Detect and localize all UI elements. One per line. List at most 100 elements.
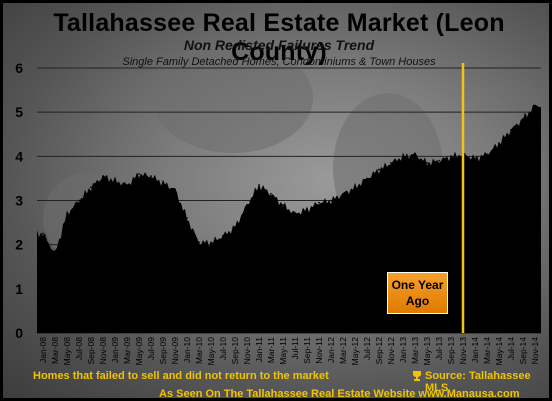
data-point [498, 142, 500, 144]
data-point [318, 201, 320, 204]
x-tick-label: Nov-10 [242, 337, 252, 365]
series-area [37, 104, 541, 333]
data-point [438, 159, 440, 162]
x-tick-label: May-08 [62, 337, 72, 366]
data-point [258, 184, 260, 186]
data-point [414, 153, 416, 156]
x-tick-label: Sep-08 [86, 337, 96, 365]
data-point [390, 162, 392, 164]
x-tick-label: Mar-10 [194, 337, 204, 364]
data-point [222, 234, 224, 237]
footer-website-text: As Seen On The Tallahassee Real Estate W… [159, 388, 419, 400]
x-tick-label: May-14 [494, 337, 504, 366]
chart-title: Tallahassee Real Estate Market (Leon Cou… [53, 9, 505, 66]
x-tick-label: Mar-12 [338, 337, 348, 364]
x-tick-label: Nov-08 [98, 337, 108, 365]
data-point [342, 192, 344, 195]
x-tick-label: Sep-14 [518, 337, 528, 365]
x-tick-label: May-12 [350, 337, 360, 366]
x-tick-label: Jan-14 [470, 337, 480, 363]
data-point [78, 199, 80, 202]
annotation-line-2: Ago [405, 294, 430, 308]
data-point [426, 162, 428, 164]
y-tick-label: 2 [15, 237, 23, 253]
footer-description: Homes that failed to sell and did not re… [33, 370, 329, 382]
data-point [474, 157, 476, 160]
data-point [138, 173, 140, 175]
x-tick-label: Sep-10 [230, 337, 240, 365]
x-tick-label: May-09 [134, 337, 144, 366]
data-point [450, 155, 452, 158]
annotation-line-1: One Year [391, 278, 444, 292]
data-point [186, 217, 188, 220]
x-tick-label: Mar-13 [410, 337, 420, 364]
data-point [66, 212, 68, 215]
y-tick-label: 1 [15, 281, 23, 297]
x-tick-label: Jul-10 [218, 337, 228, 360]
x-tick-label: Sep-09 [158, 337, 168, 365]
data-point [246, 204, 248, 206]
y-tick-label: 5 [15, 104, 23, 120]
x-tick-label: Jan-08 [38, 337, 48, 363]
x-tick-label: Mar-09 [122, 337, 132, 364]
data-point [162, 181, 164, 184]
data-point [270, 192, 272, 195]
website-link[interactable]: www.Manausa.com [418, 388, 520, 400]
data-point [234, 226, 236, 228]
data-point [354, 186, 356, 189]
x-tick-label: Jan-12 [326, 337, 336, 363]
data-point [486, 153, 488, 156]
x-tick-label: Jul-08 [74, 337, 84, 360]
x-tick-label: Jan-13 [398, 337, 408, 363]
data-point [210, 241, 212, 244]
x-tick-label: May-11 [278, 337, 288, 365]
y-tick-label: 4 [15, 148, 23, 164]
data-point [294, 212, 296, 215]
data-point [510, 128, 512, 131]
x-tick-label: Jan-09 [110, 337, 120, 363]
footer-website: As Seen On The Tallahassee Real Estate W… [159, 388, 520, 400]
y-tick-label: 3 [15, 193, 23, 209]
x-tick-label: Sep-13 [446, 337, 456, 365]
data-point [282, 204, 284, 206]
x-tick-label: Jul-14 [506, 337, 516, 360]
y-tick-label: 0 [15, 325, 23, 341]
x-tick-label: Jul-12 [362, 337, 372, 360]
x-tick-label: Mar-14 [482, 337, 492, 364]
data-point [150, 175, 152, 178]
data-point [54, 252, 56, 255]
footer-source: Source: Tallahassee MLS [425, 370, 531, 394]
data-point [114, 179, 116, 182]
x-tick-label: Nov-09 [170, 337, 180, 365]
x-tick-label: Sep-12 [374, 337, 384, 365]
x-tick-label: May-10 [206, 337, 216, 366]
x-tick-label: Nov-11 [314, 337, 324, 364]
data-point [198, 241, 200, 244]
x-tick-label: Jul-13 [434, 337, 444, 360]
data-point [306, 208, 308, 211]
data-point [402, 155, 404, 158]
data-point [42, 232, 44, 235]
data-point [330, 199, 332, 202]
x-tick-label: Nov-14 [530, 337, 540, 365]
x-tick-label: Jul-09 [146, 337, 156, 360]
x-tick-label: Jan-11 [254, 337, 264, 363]
y-tick-label: 6 [15, 60, 23, 76]
x-tick-label: May-13 [422, 337, 432, 366]
chart-subtitle: Non Re-listed Failures Trend [183, 37, 375, 53]
one-year-ago-annotation: One Year Ago [387, 272, 448, 314]
chart-note: Single Family Detached Homes, Condominiu… [122, 56, 436, 68]
x-tick-label: Sep-11 [302, 337, 312, 364]
data-point [366, 177, 368, 180]
x-tick-label: Jan-10 [182, 337, 192, 363]
x-tick-label: Mar-08 [50, 337, 60, 364]
data-point [90, 186, 92, 189]
data-point [126, 184, 128, 186]
x-tick-label: Nov-12 [386, 337, 396, 365]
x-tick-label: Jul-11 [290, 337, 300, 360]
data-point [378, 168, 380, 171]
x-tick-label: Nov-13 [458, 337, 468, 365]
data-point [174, 188, 176, 191]
data-point [522, 117, 524, 120]
